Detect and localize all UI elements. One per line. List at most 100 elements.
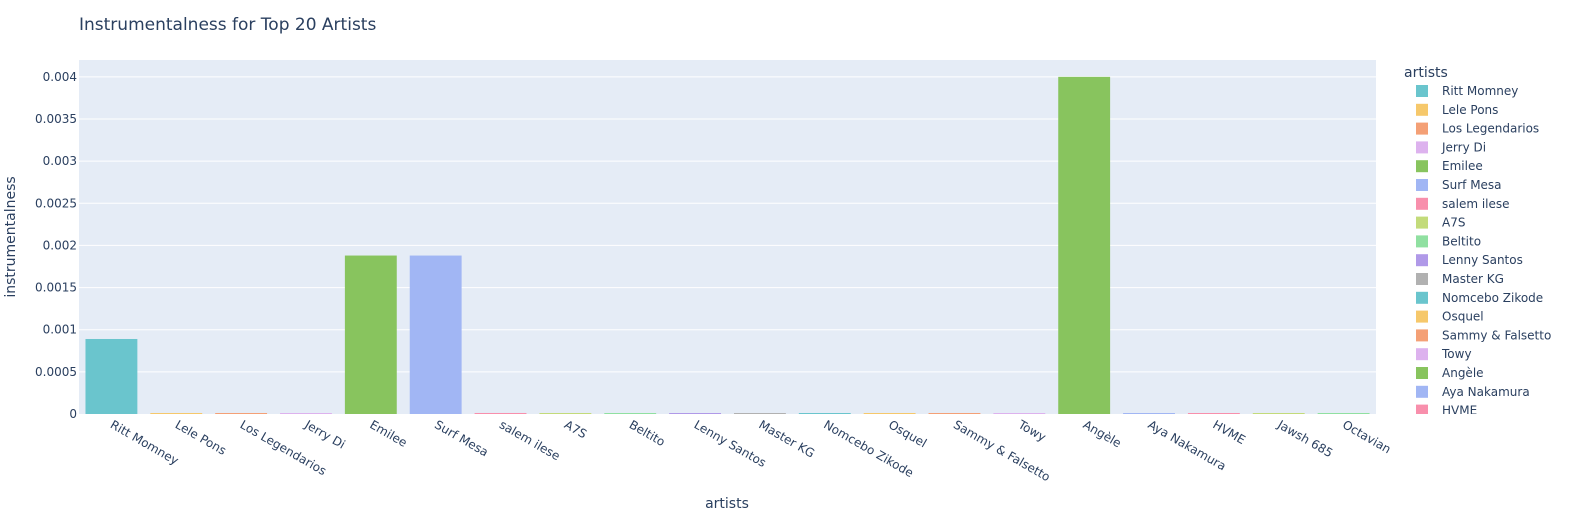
legend-swatch [1416,367,1428,379]
plot-area [79,60,1376,414]
legend-item[interactable]: Angèle [1416,366,1484,380]
legend-label: A7S [1442,216,1465,230]
y-axis-ticks: 0 0.0005 0.001 0.0015 0.002 0.0025 0.003 0.0035… [35,70,77,421]
y-tick-label: 0.0005 [35,365,77,379]
bar[interactable] [928,413,981,414]
bar[interactable] [85,338,138,414]
bar[interactable] [280,413,332,414]
legend-swatch [1416,273,1428,285]
legend-label: Angèle [1442,366,1484,380]
bar[interactable] [863,413,916,414]
bar[interactable] [604,413,657,414]
legend-swatch [1416,103,1428,116]
legend-swatch [1416,179,1428,191]
x-tick-label: HVME [1210,417,1247,447]
y-tick-label: 0.004 [43,70,77,84]
legend-label: Ritt Momney [1442,84,1518,98]
x-tick-label: salem ilese [497,417,562,463]
legend-label: Jerry Di [1441,140,1486,154]
x-tick-label: Angèle [1081,417,1124,450]
x-tick-label: A7S [562,417,589,441]
legend-item[interactable]: Beltito [1416,234,1481,248]
legend-label: Nomcebo Zikode [1442,291,1543,305]
bar[interactable] [1317,413,1370,414]
legend-swatch [1416,85,1428,97]
legend[interactable]: Ritt Momney Lele Pons Los Legendarios Jerry… [1416,84,1551,418]
legend-item[interactable]: Emilee [1416,159,1483,173]
legend-label: Master KG [1442,272,1504,286]
bar[interactable] [1058,76,1111,414]
legend-item[interactable]: Surf Mesa [1416,178,1502,192]
x-tick-label: Ritt Momney [108,417,181,467]
y-tick-label: 0.002 [43,238,77,252]
x-tick-label: Osquel [886,417,929,450]
y-tick-label: 0 [69,407,77,421]
legend-swatch [1416,197,1428,210]
legend-label: HVME [1442,404,1477,418]
x-tick-label: Beltito [627,417,668,449]
legend-label: Osquel [1442,310,1484,324]
y-tick-label: 0.003 [43,154,77,168]
grid-lines [79,76,1376,373]
legend-item[interactable]: Los Legendarios [1416,122,1539,136]
legend-label: Sammy & Falsetto [1442,328,1551,342]
chart-title: Instrumentalness for Top 20 Artists [79,15,376,35]
legend-item[interactable]: Aya Nakamura [1416,385,1530,399]
legend-item[interactable]: Sammy & Falsetto [1416,328,1551,342]
legend-label: Lenny Santos [1442,253,1523,267]
y-tick-label: 0.0025 [35,196,77,210]
legend-title: artists [1404,65,1448,81]
legend-swatch [1416,385,1428,398]
legend-item[interactable]: Lenny Santos [1416,253,1523,267]
y-tick-label: 0.001 [43,323,77,337]
bar[interactable] [1252,413,1305,414]
legend-item[interactable]: Towy [1416,347,1472,361]
y-tick-label: 0.0015 [35,281,77,295]
legend-swatch [1416,160,1428,173]
bar[interactable] [669,413,722,414]
bar[interactable] [539,413,592,414]
bar[interactable] [1187,413,1240,414]
legend-swatch [1416,235,1428,248]
legend-item[interactable]: Lele Pons [1416,103,1498,117]
bar[interactable] [993,413,1046,414]
legend-item[interactable]: Jerry Di [1416,140,1486,154]
x-tick-label: Lele Pons [173,417,229,457]
legend-label: Emilee [1442,159,1483,173]
x-tick-label: Jawsh 685 [1274,417,1335,460]
bar[interactable] [215,413,268,414]
y-tick-label: 0.0035 [35,112,77,126]
bar[interactable] [409,255,462,414]
bar[interactable] [733,413,786,414]
legend-swatch [1416,216,1428,229]
legend-swatch [1416,122,1428,135]
legend-item[interactable]: Nomcebo Zikode [1416,291,1543,305]
legend-swatch [1416,254,1428,267]
legend-item[interactable]: salem ilese [1416,197,1510,211]
bar[interactable] [150,413,203,414]
legend-item[interactable]: HVME [1416,404,1477,418]
x-tick-label: Emilee [367,417,409,449]
x-tick-label: Surf Mesa [432,417,491,459]
legend-label: Los Legendarios [1442,122,1539,136]
x-tick-label: Octavian [1340,417,1393,456]
legend-item[interactable]: Osquel [1416,310,1484,324]
legend-label: Surf Mesa [1442,178,1502,192]
bar[interactable] [344,255,397,414]
legend-label: Towy [1441,347,1472,361]
bar[interactable] [474,412,527,414]
bar[interactable] [1123,413,1175,414]
x-tick-label: Master KG [756,417,817,460]
x-axis-title: artists [705,496,749,512]
legend-label: salem ilese [1442,197,1510,211]
legend-label: Beltito [1442,234,1481,248]
legend-item[interactable]: A7S [1416,216,1465,230]
legend-item[interactable]: Master KG [1416,272,1504,286]
x-tick-label: Towy [1015,417,1048,444]
legend-item[interactable]: Ritt Momney [1416,84,1518,98]
y-axis-title: instrumentalness [3,176,19,297]
legend-swatch [1416,348,1428,361]
bar[interactable] [798,413,851,414]
